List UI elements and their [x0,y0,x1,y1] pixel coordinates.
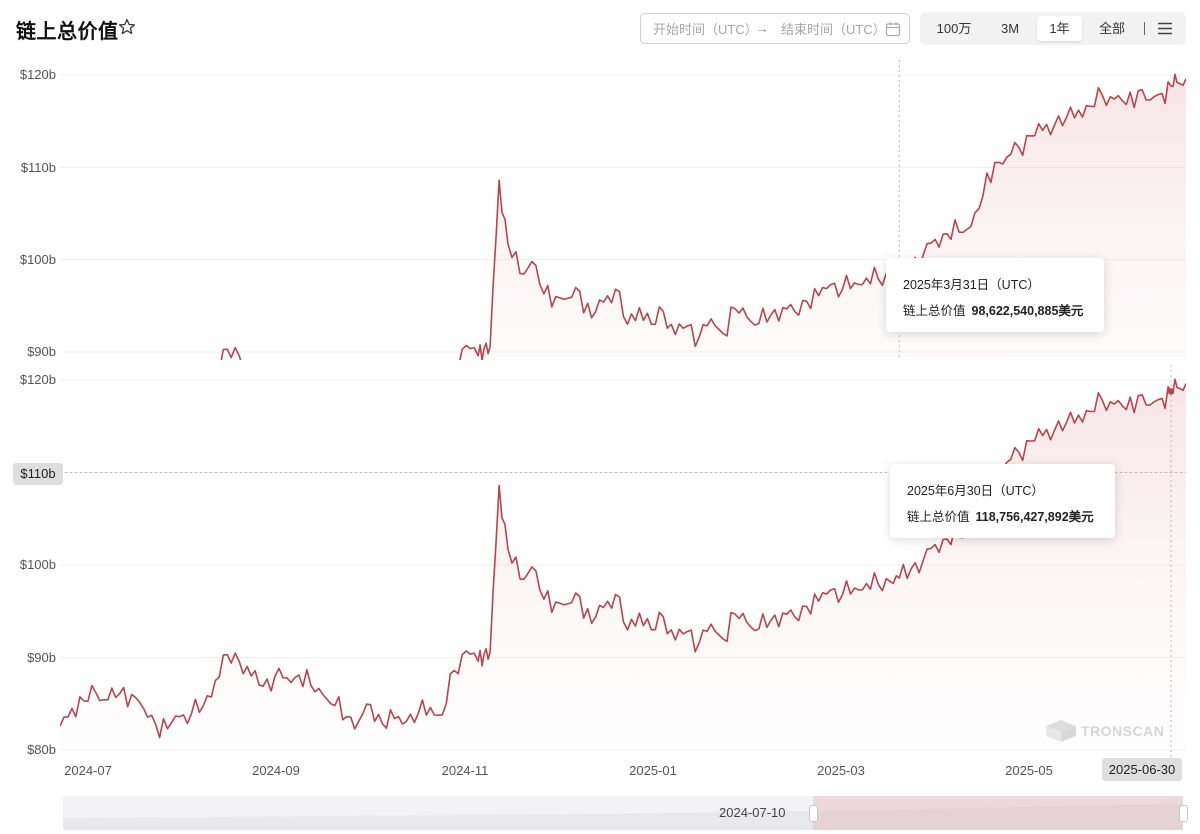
zoom-1m-button[interactable]: 100万 [936,21,972,36]
chart-header: 链上总价值 → 100万 3M 1年 全部 [0,0,1200,58]
start-time-input[interactable] [653,20,751,38]
zoom-1y-button[interactable]: 1年 [1037,16,1082,41]
hover-point [1167,388,1175,395]
chart-panel-top[interactable]: $120b $110b $100b $90b 2025年3月31日（UTC） 链… [0,60,1200,360]
y-tick-label: $90b [27,650,56,665]
range-navigator[interactable]: 2024-07-10 [63,796,1188,830]
page-title: 链上总价值 [16,21,119,43]
tooltip-value: 98,622,540,885美元 [971,304,1084,318]
x-tick-label: 2025-03 [817,763,865,778]
x-crosshair-label: 2025-06-30 [1102,758,1182,781]
y-tick-label: $110b [20,160,56,175]
watermark-text: TRONSCAN [1081,723,1165,739]
tooltip-top: 2025年3月31日（UTC） 链上总价值 98,622,540,885美元 [886,258,1104,332]
x-tick-label: 2025-05 [1005,763,1053,778]
series-line [220,73,1186,360]
tronscan-watermark: TRONSCAN [1044,718,1168,744]
tronscan-logo-icon [1046,720,1076,742]
zoom-selector: 100万 3M 1年 全部 [920,12,1186,45]
y-tick-label: $80b [27,742,56,757]
x-tick-label: 2024-11 [441,763,489,778]
tooltip-bottom: 2025年6月30日（UTC） 链上总价值 118,756,427,892美元 [890,464,1115,538]
navigator-start-label: 2024-07-10 [719,805,786,820]
tooltip-row: 链上总价值 118,756,427,892美元 [907,506,1094,525]
y-tick-label: $90b [27,344,56,359]
date-range-picker[interactable]: → [640,13,910,44]
zoom-divider [1144,22,1145,35]
plot-area [60,378,1186,757]
x-tick-label: 2024-09 [252,763,300,778]
x-tick-label: 2025-01 [629,763,677,778]
y-tick-label: $120b [19,67,56,82]
tooltip-label: 链上总价值 [907,510,970,524]
calendar-icon[interactable] [885,21,901,37]
x-tick-label: 2024-07 [64,763,112,778]
range-arrow: → [755,20,769,36]
chart-panel-bottom[interactable]: $120b $110b $100b $90b $80b 2025年6月30日（U… [0,365,1200,757]
y-tick-label: $120b [19,372,56,387]
navigator-mini-chart [63,804,1183,830]
end-time-input[interactable] [781,20,879,38]
navigator-right-handle[interactable] [1179,805,1188,822]
tooltip-value: 118,756,427,892美元 [975,510,1094,524]
menu-icon[interactable] [1156,20,1174,37]
y-crosshair-label: $110b [13,463,63,485]
y-tick-label: $100b [19,557,56,572]
navigator-selection[interactable] [813,796,1183,830]
navigator-left-handle[interactable] [809,805,818,822]
zoom-3m-button[interactable]: 3M [1000,21,1020,36]
series-area [60,379,1186,757]
tooltip-row: 链上总价值 98,622,540,885美元 [903,300,1083,319]
star-icon[interactable] [118,18,136,36]
y-tick-label: $100b [19,252,56,267]
zoom-all-button[interactable]: 全部 [1098,21,1125,36]
tooltip-date: 2025年6月30日（UTC） [907,484,1044,498]
chart-bottom-svg[interactable] [0,365,1200,757]
tooltip-label: 链上总价值 [903,304,966,318]
tooltip-date: 2025年3月31日（UTC） [903,278,1040,292]
